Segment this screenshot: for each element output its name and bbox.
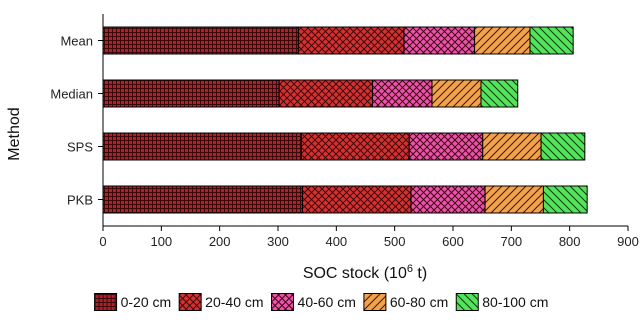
x-tick-label: 800 <box>559 234 581 249</box>
x-tick-label: 900 <box>617 234 639 249</box>
bar-pkb-0-20-cm <box>102 185 303 214</box>
legend-swatch <box>363 293 387 311</box>
bar-median-20-40-cm <box>278 79 373 108</box>
x-tick-label: 700 <box>500 234 522 249</box>
legend-item-80-100-cm: 80-100 cm <box>455 293 548 311</box>
bar-mean-80-100-cm <box>529 26 574 55</box>
bar-sps-40-60-cm <box>408 132 484 161</box>
bar-median-80-100-cm <box>480 79 519 108</box>
bars-group <box>102 26 588 214</box>
y-axis-title: Method <box>6 107 23 160</box>
x-tick-label: 100 <box>150 234 172 249</box>
x-axis-title: SOC stock (106 t) <box>303 263 427 282</box>
legend-label: 20-40 cm <box>205 294 263 310</box>
legend-swatch <box>178 293 202 311</box>
legend-item-0-20-cm: 0-20 cm <box>94 293 172 311</box>
bar-median-0-20-cm <box>102 79 280 108</box>
legend-item-20-40-cm: 20-40 cm <box>178 293 264 311</box>
legend-swatch <box>455 293 479 311</box>
bar-sps-20-40-cm <box>300 132 410 161</box>
legend-item-40-60-cm: 40-60 cm <box>271 293 356 311</box>
legend-swatch <box>94 293 118 311</box>
x-tick-label: 0 <box>99 234 106 249</box>
y-category-label: SPS <box>67 140 93 155</box>
legend-swatch <box>271 293 295 311</box>
y-category-label: Mean <box>60 34 93 49</box>
bar-sps-0-20-cm <box>102 132 302 161</box>
bar-mean-0-20-cm <box>102 26 299 55</box>
bar-mean-40-60-cm <box>403 26 476 55</box>
y-category-label: PKB <box>67 193 93 208</box>
bar-sps-80-100-cm <box>540 132 586 161</box>
bar-pkb-40-60-cm <box>410 185 486 214</box>
x-axis-ticks: 0 100 200 300 400 500 600 700 800 900 <box>99 226 639 249</box>
bar-pkb-20-40-cm <box>302 185 412 214</box>
bar-sps-60-80-cm <box>482 132 542 161</box>
legend-item-60-80-cm: 60-80 cm <box>363 293 448 311</box>
bar-mean-60-80-cm <box>474 26 531 55</box>
x-tick-label: 600 <box>442 234 464 249</box>
x-tick-label: 200 <box>209 234 231 249</box>
legend-label: 40-60 cm <box>298 294 356 310</box>
y-category-label: Median <box>50 87 93 102</box>
legend: 0-20 cm 20-40 cm 40-60 cm 60-80 cm 80-100 cm <box>94 293 548 311</box>
legend-label: 60-80 cm <box>390 294 448 310</box>
legend-label: 80-100 cm <box>482 294 548 310</box>
x-tick-label: 500 <box>384 234 406 249</box>
bar-pkb-80-100-cm <box>542 185 588 214</box>
bar-median-60-80-cm <box>431 79 482 108</box>
bar-pkb-60-80-cm <box>484 185 544 214</box>
y-axis-categories: Mean Median SPS PKB <box>50 34 103 208</box>
bar-median-40-60-cm <box>372 79 433 108</box>
x-tick-label: 300 <box>267 234 289 249</box>
legend-label: 0-20 cm <box>121 294 172 310</box>
bar-mean-20-40-cm <box>297 26 405 55</box>
x-tick-label: 400 <box>325 234 347 249</box>
